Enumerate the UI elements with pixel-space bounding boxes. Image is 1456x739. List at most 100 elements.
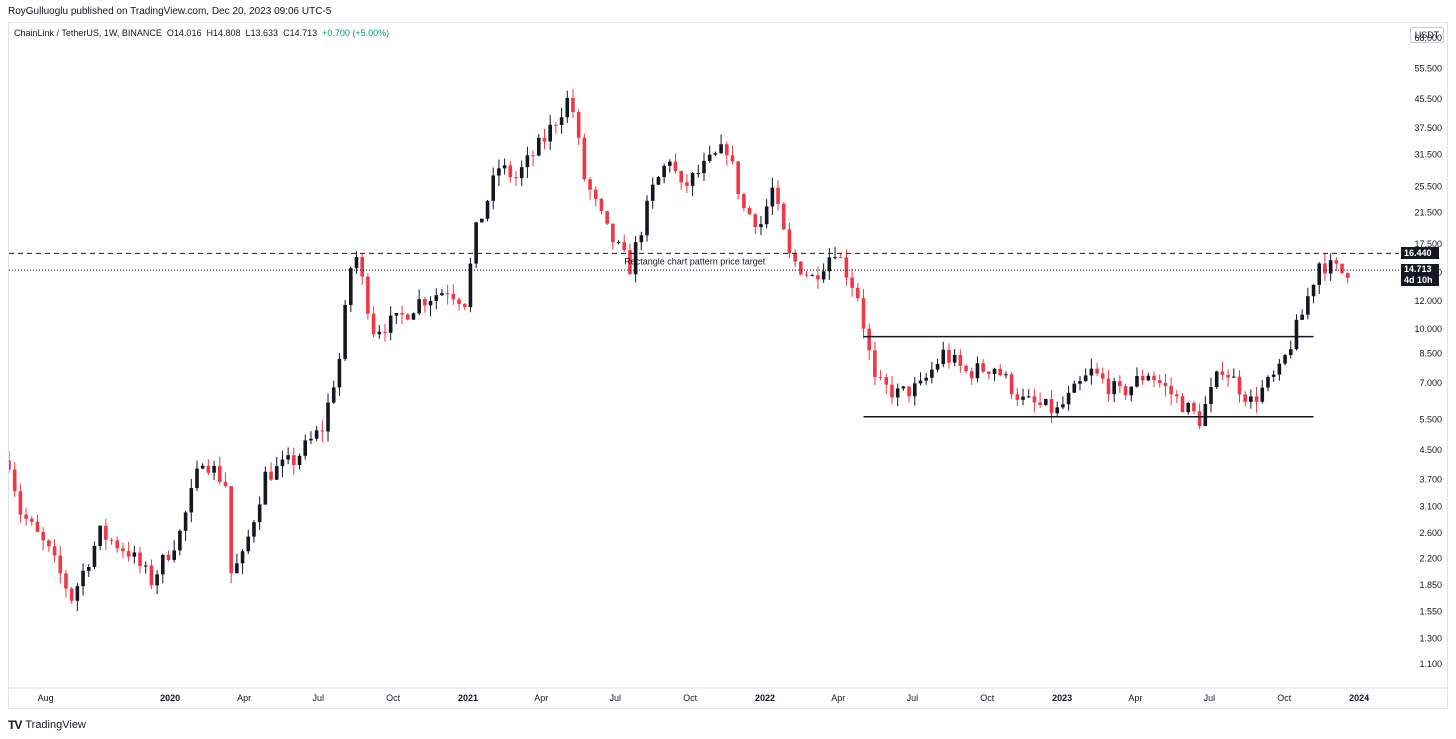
candle-body <box>890 384 894 398</box>
candle-body <box>183 512 188 531</box>
candle-body <box>126 551 131 557</box>
candle-body <box>650 184 655 201</box>
candle-body <box>457 299 461 304</box>
candle-body <box>1072 383 1077 393</box>
candle-body <box>1288 349 1293 355</box>
time-tick-label: Oct <box>980 693 995 703</box>
candle-body <box>52 546 57 556</box>
candle-body <box>918 380 923 384</box>
candle-body <box>212 465 216 473</box>
candle-body <box>690 173 695 186</box>
candle-body <box>155 574 159 586</box>
candle-body <box>969 371 974 379</box>
candle-body <box>1271 374 1276 377</box>
candle-body <box>1135 376 1139 387</box>
candle-body <box>964 365 968 372</box>
candle-body <box>1123 386 1128 396</box>
candle-body <box>747 208 752 215</box>
candle-body <box>656 177 661 185</box>
candle-body <box>417 299 421 314</box>
candle-body <box>326 402 330 432</box>
candle-body <box>907 386 911 397</box>
candle-body <box>998 368 1003 376</box>
candle-body <box>639 235 644 243</box>
candle-body <box>485 200 490 219</box>
candle-body <box>565 98 570 118</box>
candle-body <box>200 465 205 469</box>
price-tick-label: 68.000 <box>1414 33 1442 43</box>
candle-body <box>92 545 97 568</box>
candle-body <box>992 368 997 374</box>
price-tick-label: 1.100 <box>1419 659 1442 669</box>
candle-body <box>742 194 746 209</box>
time-tick-label: Apr <box>831 693 845 703</box>
time-tick-label: Jul <box>1204 693 1216 703</box>
candle-body <box>816 275 820 280</box>
candle-body <box>1340 263 1344 274</box>
price-tick-label: 12.000 <box>1414 296 1442 306</box>
price-tick-label: 3.700 <box>1419 475 1442 485</box>
candle-body <box>297 455 302 466</box>
candle-body <box>519 167 524 179</box>
candle-body <box>1163 382 1168 387</box>
candle-body <box>274 466 279 480</box>
candle-body <box>1140 376 1145 381</box>
symbol-name[interactable]: ChainLink / TetherUS, 1W, BINANCE <box>14 28 162 38</box>
candle-body <box>1180 396 1185 413</box>
price-axis: 68.000 55.500 45.500 37.500 31.500 25.500 21.5… <box>1414 33 1442 669</box>
candle-body <box>1323 263 1327 274</box>
candle-body <box>29 518 34 522</box>
candle-body <box>1100 373 1105 379</box>
price-tick-label: 5.500 <box>1419 415 1442 425</box>
candle-body <box>1169 386 1173 395</box>
candle-body <box>542 137 547 142</box>
price-tick-label: 1.550 <box>1419 607 1442 617</box>
candle-body <box>223 481 228 487</box>
candle-body <box>981 363 985 372</box>
candle-body <box>912 383 917 397</box>
candle-body <box>696 173 701 175</box>
candle-body <box>975 363 980 379</box>
currency-badge[interactable]: USDT <box>1410 27 1444 43</box>
candles-layer <box>9 89 1350 612</box>
candle-body <box>1061 404 1065 408</box>
candle-body <box>1175 394 1179 397</box>
candle-body <box>41 531 45 541</box>
candle-body <box>462 303 467 308</box>
tradingview-logo-icon[interactable]: TV <box>8 718 22 732</box>
candle-body <box>987 371 991 374</box>
candle-body <box>1049 399 1054 414</box>
candle-body <box>930 369 934 378</box>
tradingview-brand[interactable]: TradingView <box>25 719 86 731</box>
candle-body <box>1021 396 1025 400</box>
candle-body <box>753 214 758 228</box>
candle-body <box>349 268 353 305</box>
candle-body <box>1254 396 1259 402</box>
candle-body <box>724 144 729 156</box>
chart-canvas[interactable]: Rectangle chart pattern price target 68.… <box>9 23 1447 708</box>
candle-body <box>1283 354 1287 364</box>
candle-body <box>81 570 85 587</box>
candle-body <box>810 275 815 277</box>
candle-body <box>508 165 513 178</box>
candle-body <box>1220 371 1225 375</box>
candle-body <box>320 430 325 432</box>
candle-body <box>702 160 706 174</box>
candle-body <box>781 203 786 230</box>
candle-body <box>434 295 439 301</box>
candle-body <box>64 573 68 589</box>
candle-body <box>1277 363 1282 375</box>
candle-body <box>252 522 256 537</box>
candle-body <box>685 182 689 186</box>
candle-body <box>172 550 177 560</box>
candle-body <box>770 187 775 207</box>
candle-body <box>867 328 872 351</box>
candle-body <box>1112 381 1116 395</box>
candle-body <box>628 250 632 275</box>
candle-body <box>514 177 518 179</box>
candle-body <box>240 551 245 564</box>
candle-body <box>895 388 900 398</box>
candle-body <box>622 242 627 251</box>
price-tick-label: 3.100 <box>1419 502 1442 512</box>
candle-body <box>138 552 142 567</box>
